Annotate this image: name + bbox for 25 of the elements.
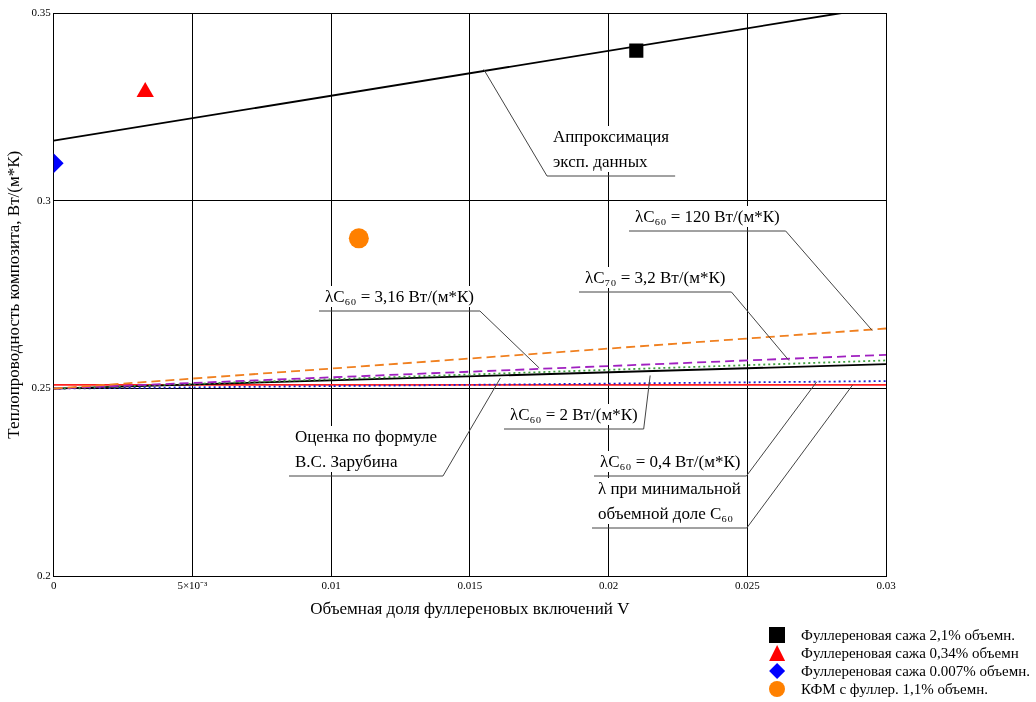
x-tick-label: 5×10⁻³: [177, 578, 209, 591]
x-tick-label: 0.01: [321, 578, 341, 591]
annotation: λ при минимальной объемной доле C₆₀: [598, 479, 741, 523]
annotation: Оценка по формуле В.С. Зарубина: [295, 427, 437, 471]
x-tick-label: 0.02: [598, 578, 619, 591]
legend-label: КФМ с фуллер. 1,1% объемн.: [801, 680, 989, 698]
annotation: λC₆₀ = 2 Вт/(м*К): [510, 405, 638, 424]
x-tick-label: 0.015: [457, 578, 483, 591]
x-tick-label: 0: [50, 578, 57, 591]
x-axis-title: Объемная доля фуллереновых включений V: [310, 599, 631, 619]
legend-label: Фуллереновая сажа 2,1% объемн.: [801, 626, 1015, 644]
y-tick-label: 0.25: [31, 381, 52, 394]
x-tick-label: 0.03: [876, 578, 897, 591]
y-tick-label: 0.2: [36, 569, 51, 582]
annotation: λC₆₀ = 3,16 Вт/(м*К): [325, 287, 474, 306]
y-axis-title: Теплопроводность композита, Вт/(м*К): [3, 150, 23, 439]
annotation: λC₆₀ = 0,4 Вт/(м*К): [600, 452, 741, 471]
x-tick-label: 0.025: [734, 578, 761, 591]
annotation: λC₇₀ = 3,2 Вт/(м*К): [585, 268, 726, 287]
annotation: λC₆₀ = 120 Вт/(м*К): [635, 207, 780, 226]
y-tick-label: 0.3: [36, 193, 52, 206]
legend-label: Фуллереновая сажа 0,34% объемн: [801, 644, 1019, 662]
legend-label: Фуллереновая сажа 0.007% объемн.: [801, 662, 1030, 680]
y-tick-label: 0.35: [31, 5, 52, 18]
annotation: Аппроксимация эксп. данных: [553, 127, 670, 171]
